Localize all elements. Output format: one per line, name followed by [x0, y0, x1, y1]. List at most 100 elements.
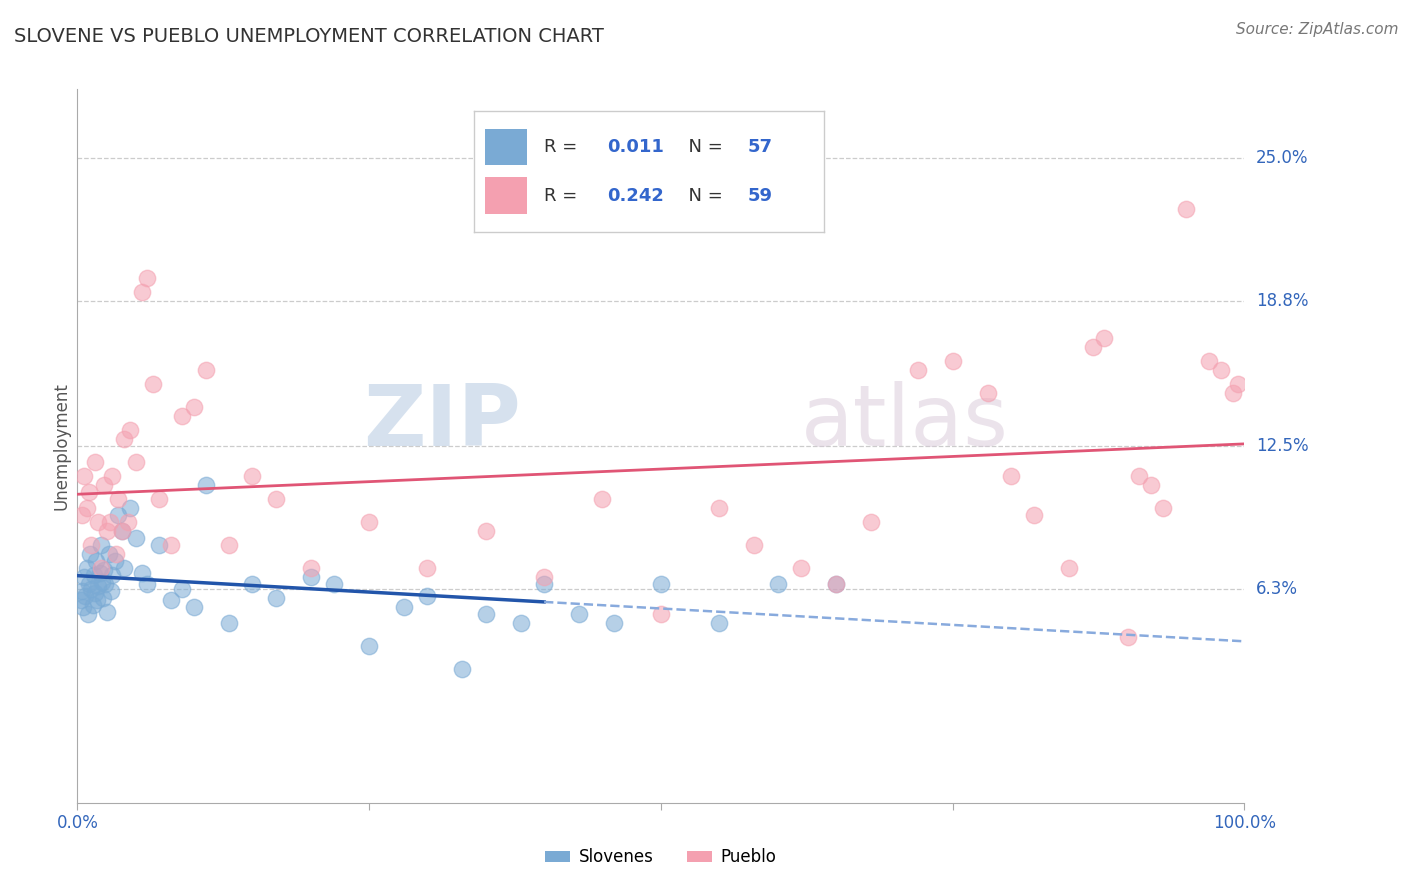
Point — [148, 538, 170, 552]
Point — [1140, 478, 1163, 492]
Text: atlas: atlas — [801, 382, 1010, 465]
Point — [533, 577, 555, 591]
Point — [111, 524, 134, 538]
Point — [90, 561, 112, 575]
Point — [509, 616, 531, 631]
Point — [100, 584, 122, 599]
Point — [76, 561, 98, 575]
Point — [83, 586, 105, 600]
Point — [1227, 376, 1250, 391]
Point — [131, 285, 153, 299]
Point — [97, 547, 120, 561]
Point — [172, 409, 194, 423]
Point — [91, 591, 114, 605]
Point — [101, 568, 124, 582]
Point — [104, 554, 127, 568]
Point — [357, 515, 380, 529]
Point — [299, 570, 322, 584]
Point — [159, 593, 181, 607]
Y-axis label: Unemployment: Unemployment — [52, 382, 70, 510]
Text: 18.8%: 18.8% — [1256, 292, 1309, 310]
Point — [392, 600, 415, 615]
Point — [1152, 501, 1174, 516]
Point — [90, 538, 112, 552]
Point — [124, 531, 148, 545]
Point — [89, 566, 111, 580]
Point — [93, 563, 115, 577]
Point — [82, 598, 104, 612]
Point — [742, 538, 765, 552]
Point — [77, 485, 100, 500]
Point — [242, 577, 264, 591]
Point — [69, 593, 91, 607]
Point — [824, 577, 846, 591]
Point — [80, 538, 103, 552]
Point — [76, 501, 98, 516]
Legend: Slovenes, Pueblo: Slovenes, Pueblo — [538, 842, 783, 873]
Point — [416, 561, 439, 575]
Point — [94, 577, 117, 591]
Point — [194, 478, 217, 492]
Point — [73, 469, 96, 483]
Text: 25.0%: 25.0% — [1256, 149, 1309, 168]
Point — [118, 423, 141, 437]
Text: 12.5%: 12.5% — [1256, 437, 1309, 455]
Point — [75, 589, 97, 603]
Point — [1209, 363, 1232, 377]
Point — [357, 640, 380, 654]
Point — [111, 524, 134, 538]
Point — [1024, 508, 1046, 522]
Point — [568, 607, 591, 621]
Point — [1222, 386, 1244, 401]
Point — [242, 469, 264, 483]
Point — [790, 561, 813, 575]
Point — [148, 491, 170, 506]
Text: ZIP: ZIP — [363, 382, 520, 465]
Point — [218, 616, 240, 631]
Point — [907, 363, 929, 377]
Point — [142, 376, 165, 391]
Point — [859, 515, 882, 529]
Point — [159, 538, 181, 552]
Point — [72, 600, 94, 615]
Point — [1198, 354, 1220, 368]
Point — [1081, 340, 1104, 354]
Point — [533, 570, 555, 584]
Point — [70, 508, 93, 522]
Point — [104, 547, 127, 561]
Point — [1128, 469, 1150, 483]
Point — [264, 491, 287, 506]
Point — [766, 577, 789, 591]
Point — [592, 491, 614, 506]
Point — [1057, 561, 1080, 575]
Point — [172, 582, 194, 596]
Point — [107, 491, 129, 506]
Point — [136, 577, 159, 591]
Point — [131, 566, 153, 580]
Point — [93, 478, 115, 492]
Point — [650, 607, 672, 621]
Point — [451, 662, 474, 676]
Point — [98, 515, 121, 529]
Point — [124, 455, 148, 469]
Point — [709, 616, 731, 631]
Point — [1000, 469, 1022, 483]
Point — [603, 616, 626, 631]
Point — [87, 515, 110, 529]
Point — [323, 577, 346, 591]
Text: 0.0%: 0.0% — [56, 814, 98, 832]
Point — [90, 574, 112, 589]
Point — [299, 561, 322, 575]
Point — [475, 607, 498, 621]
Text: Source: ZipAtlas.com: Source: ZipAtlas.com — [1236, 22, 1399, 37]
Point — [264, 591, 287, 605]
Point — [136, 271, 159, 285]
Point — [650, 577, 672, 591]
Point — [76, 607, 98, 621]
Point — [976, 386, 998, 401]
Text: 100.0%: 100.0% — [1213, 814, 1275, 832]
Point — [96, 605, 118, 619]
Point — [824, 577, 846, 591]
Point — [77, 577, 100, 591]
Point — [107, 508, 129, 522]
